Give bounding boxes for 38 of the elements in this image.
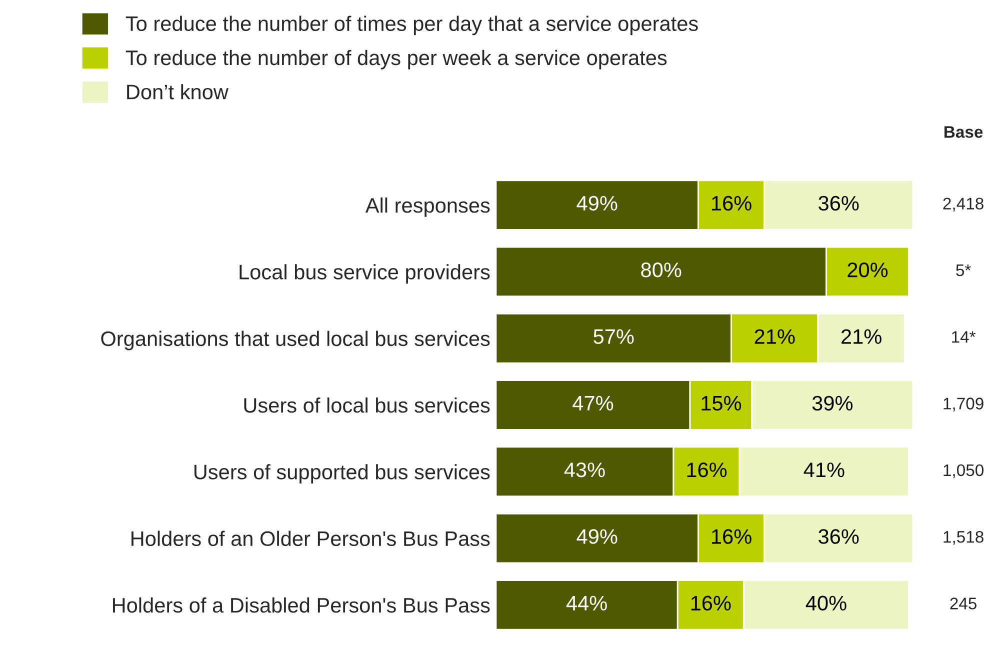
data-label: 21% (754, 329, 795, 344)
data-label: 36% (818, 529, 859, 544)
data-label: 49% (576, 196, 618, 211)
data-label: 47% (572, 396, 614, 411)
data-label: 49% (576, 529, 618, 544)
data-label: 40% (806, 596, 846, 611)
legend-label: Don’t know (127, 84, 229, 100)
text: 1,518 (944, 530, 984, 545)
data-label: 21% (842, 329, 882, 344)
text: Base (944, 126, 983, 138)
text: 245 (950, 598, 977, 610)
data-label: 16% (712, 529, 752, 544)
data-label: 16% (691, 596, 731, 611)
y-tick-label: All responses (365, 197, 490, 217)
text: 2,418 (943, 198, 984, 212)
text: 5* (956, 264, 971, 276)
data-label: 44% (566, 596, 607, 610)
text: 14* (952, 331, 976, 343)
text: 1,709 (944, 398, 984, 412)
legend-label: To reduce the number of times per day that a service operates (126, 16, 698, 36)
data-label: 16% (712, 196, 752, 211)
data-label: 57% (594, 329, 634, 344)
data-label: 41% (804, 462, 844, 478)
y-tick-label: Local bus service providers (240, 264, 490, 284)
data-label: 43% (564, 462, 605, 478)
legend-label: To reduce the number of days per week a service operates (126, 50, 667, 70)
data-label: 39% (812, 396, 853, 411)
data-label: 80% (641, 262, 682, 278)
y-tick-label: Organisations that used local bus services (101, 330, 490, 350)
y-tick-label: Holders of a Disabled Person's Bus Pass (112, 597, 490, 613)
y-tick-label: Users of local bus services (244, 397, 490, 413)
data-label: 15% (702, 396, 742, 411)
data-label: 20% (848, 262, 888, 278)
data-label: 16% (687, 462, 727, 478)
data-label: 36% (818, 196, 859, 211)
text: 1,050 (944, 464, 984, 478)
y-tick-label: Users of supported bus services (194, 464, 490, 484)
y-tick-label: Holders of an Older Person's Bus Pass (132, 530, 490, 546)
